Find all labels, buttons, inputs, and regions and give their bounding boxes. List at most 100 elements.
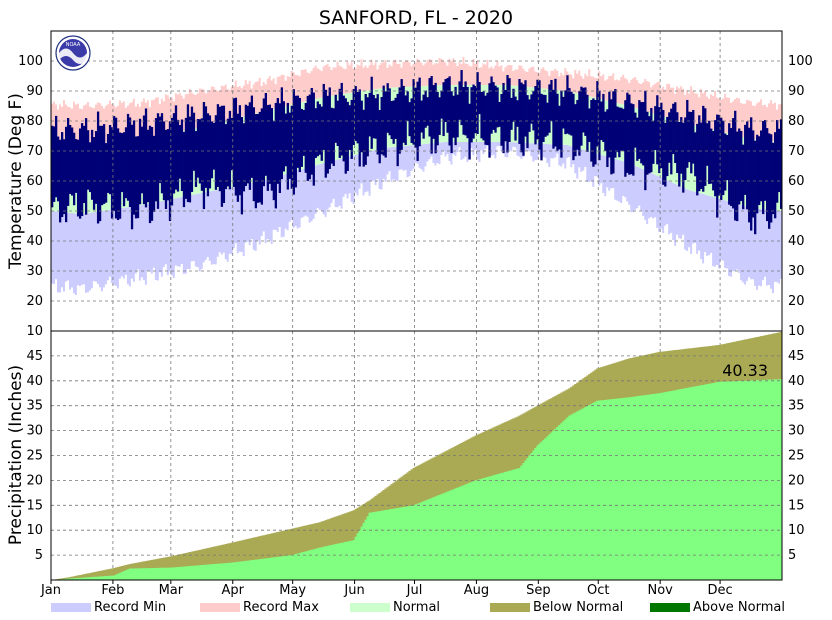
observed-day-bar (308, 94, 311, 180)
observed-day-bar (178, 125, 182, 179)
observed-day-bar (704, 108, 707, 186)
observed-day-bar (250, 95, 254, 178)
observed-day-bar (182, 131, 186, 208)
observed-day-bar (240, 117, 244, 215)
observed-day-bar (118, 132, 122, 219)
legend-label: Normal (393, 600, 440, 615)
observed-day-bar (664, 122, 667, 187)
observed-day-bar (260, 108, 264, 205)
observed-day-bar (124, 127, 128, 199)
observed-day-bar (634, 112, 637, 148)
observed-day-bar (622, 108, 625, 152)
observed-day-bar (420, 100, 423, 133)
observed-day-bar (314, 108, 317, 158)
observed-day-bar (696, 123, 699, 196)
legend-label: Below Normal (533, 600, 623, 615)
observed-day-bar (316, 101, 319, 157)
observed-day-bar (306, 95, 309, 181)
observed-day-bar (134, 136, 138, 219)
observed-day-bar (298, 97, 301, 173)
observed-day-bar (266, 104, 269, 191)
observed-day-bar (246, 105, 250, 184)
precipitation-tick-label-left: 10 (26, 523, 43, 538)
observed-day-bar (214, 115, 218, 190)
temperature-tick-label-right: 40 (788, 234, 805, 249)
observed-day-bar (398, 87, 401, 154)
observed-day-bar (448, 76, 451, 146)
month-label: Sep (526, 583, 551, 598)
precipitation-tick-label-right: 15 (788, 498, 805, 513)
observed-day-bar (464, 81, 467, 136)
precipitation-panel: 5 10 15 20 25 30 35 40 45 5 10 15 20 25 30 35 40 45 10 1… (6, 324, 805, 580)
observed-day-bar (608, 91, 611, 158)
observed-day-bar (310, 88, 313, 175)
observed-day-bar (384, 91, 387, 158)
observed-day-bar (632, 104, 635, 176)
observed-day-bar (96, 111, 100, 224)
observed-day-bar (554, 78, 557, 147)
observed-day-bar (330, 107, 333, 164)
observed-day-bar (82, 125, 86, 204)
observed-day-bar (74, 139, 78, 193)
temperature-tick-label-left: 90 (26, 84, 43, 99)
precipitation-tick-label-right: 35 (788, 399, 805, 414)
observed-day-bar (754, 140, 757, 235)
observed-day-bar (712, 131, 715, 191)
observed-day-bar (574, 104, 577, 157)
observed-day-bar (674, 102, 677, 164)
observed-day-bar (328, 87, 331, 169)
observed-day-bar (500, 93, 503, 146)
observed-day-bar (53, 126, 56, 202)
observed-day-bar (224, 124, 228, 190)
observed-day-bar (64, 126, 68, 223)
observed-day-bar (470, 87, 473, 143)
observed-day-bar (51, 125, 54, 208)
observed-day-bar (234, 97, 238, 196)
observed-day-bar (538, 80, 541, 150)
observed-day-bar (578, 91, 581, 156)
observed-day-bar (726, 134, 729, 181)
observed-day-bar (506, 75, 509, 153)
observed-day-bar (130, 124, 134, 230)
precipitation-tick-label-right: 5 (788, 548, 796, 563)
observed-day-bar (524, 80, 527, 137)
observed-day-bar (558, 105, 561, 150)
observed-day-bar (290, 105, 293, 189)
observed-day-bar (388, 88, 391, 136)
precipitation-tick-label-right: 40 (788, 374, 805, 389)
observed-day-bar (126, 113, 130, 201)
observed-day-bar (58, 139, 62, 223)
observed-day-bar (700, 122, 703, 189)
observed-day-bar (710, 128, 713, 184)
observed-day-bar (694, 132, 697, 177)
month-label: May (279, 583, 306, 598)
observed-day-bar (772, 142, 775, 215)
observed-day-bar (514, 96, 517, 141)
precipitation-tick-label-left: 35 (26, 399, 43, 414)
observed-day-bar (268, 104, 271, 184)
observed-day-bar (690, 111, 693, 174)
observed-day-bar (672, 103, 675, 155)
observed-day-bar (56, 136, 60, 202)
observed-day-bar (200, 118, 204, 191)
observed-day-bar (532, 91, 535, 131)
observed-day-bar (72, 132, 76, 206)
observed-day-bar (156, 113, 160, 209)
observed-day-bar (770, 134, 773, 223)
observed-day-bar (750, 117, 753, 231)
observed-day-bar (408, 102, 411, 137)
observed-day-bar (170, 117, 174, 206)
observed-day-bar (692, 109, 695, 164)
observed-day-bar (774, 132, 777, 219)
observed-day-bar (370, 76, 373, 149)
observed-day-bar (92, 137, 96, 210)
observed-day-bar (526, 95, 529, 149)
observed-day-bar (100, 125, 104, 206)
observed-day-bar (218, 106, 222, 192)
observed-day-bar (544, 94, 547, 137)
observed-day-bar (596, 81, 599, 147)
observed-day-bar (424, 90, 427, 128)
observed-day-bar (256, 113, 260, 203)
noaa-logo: NOAA (55, 35, 91, 71)
